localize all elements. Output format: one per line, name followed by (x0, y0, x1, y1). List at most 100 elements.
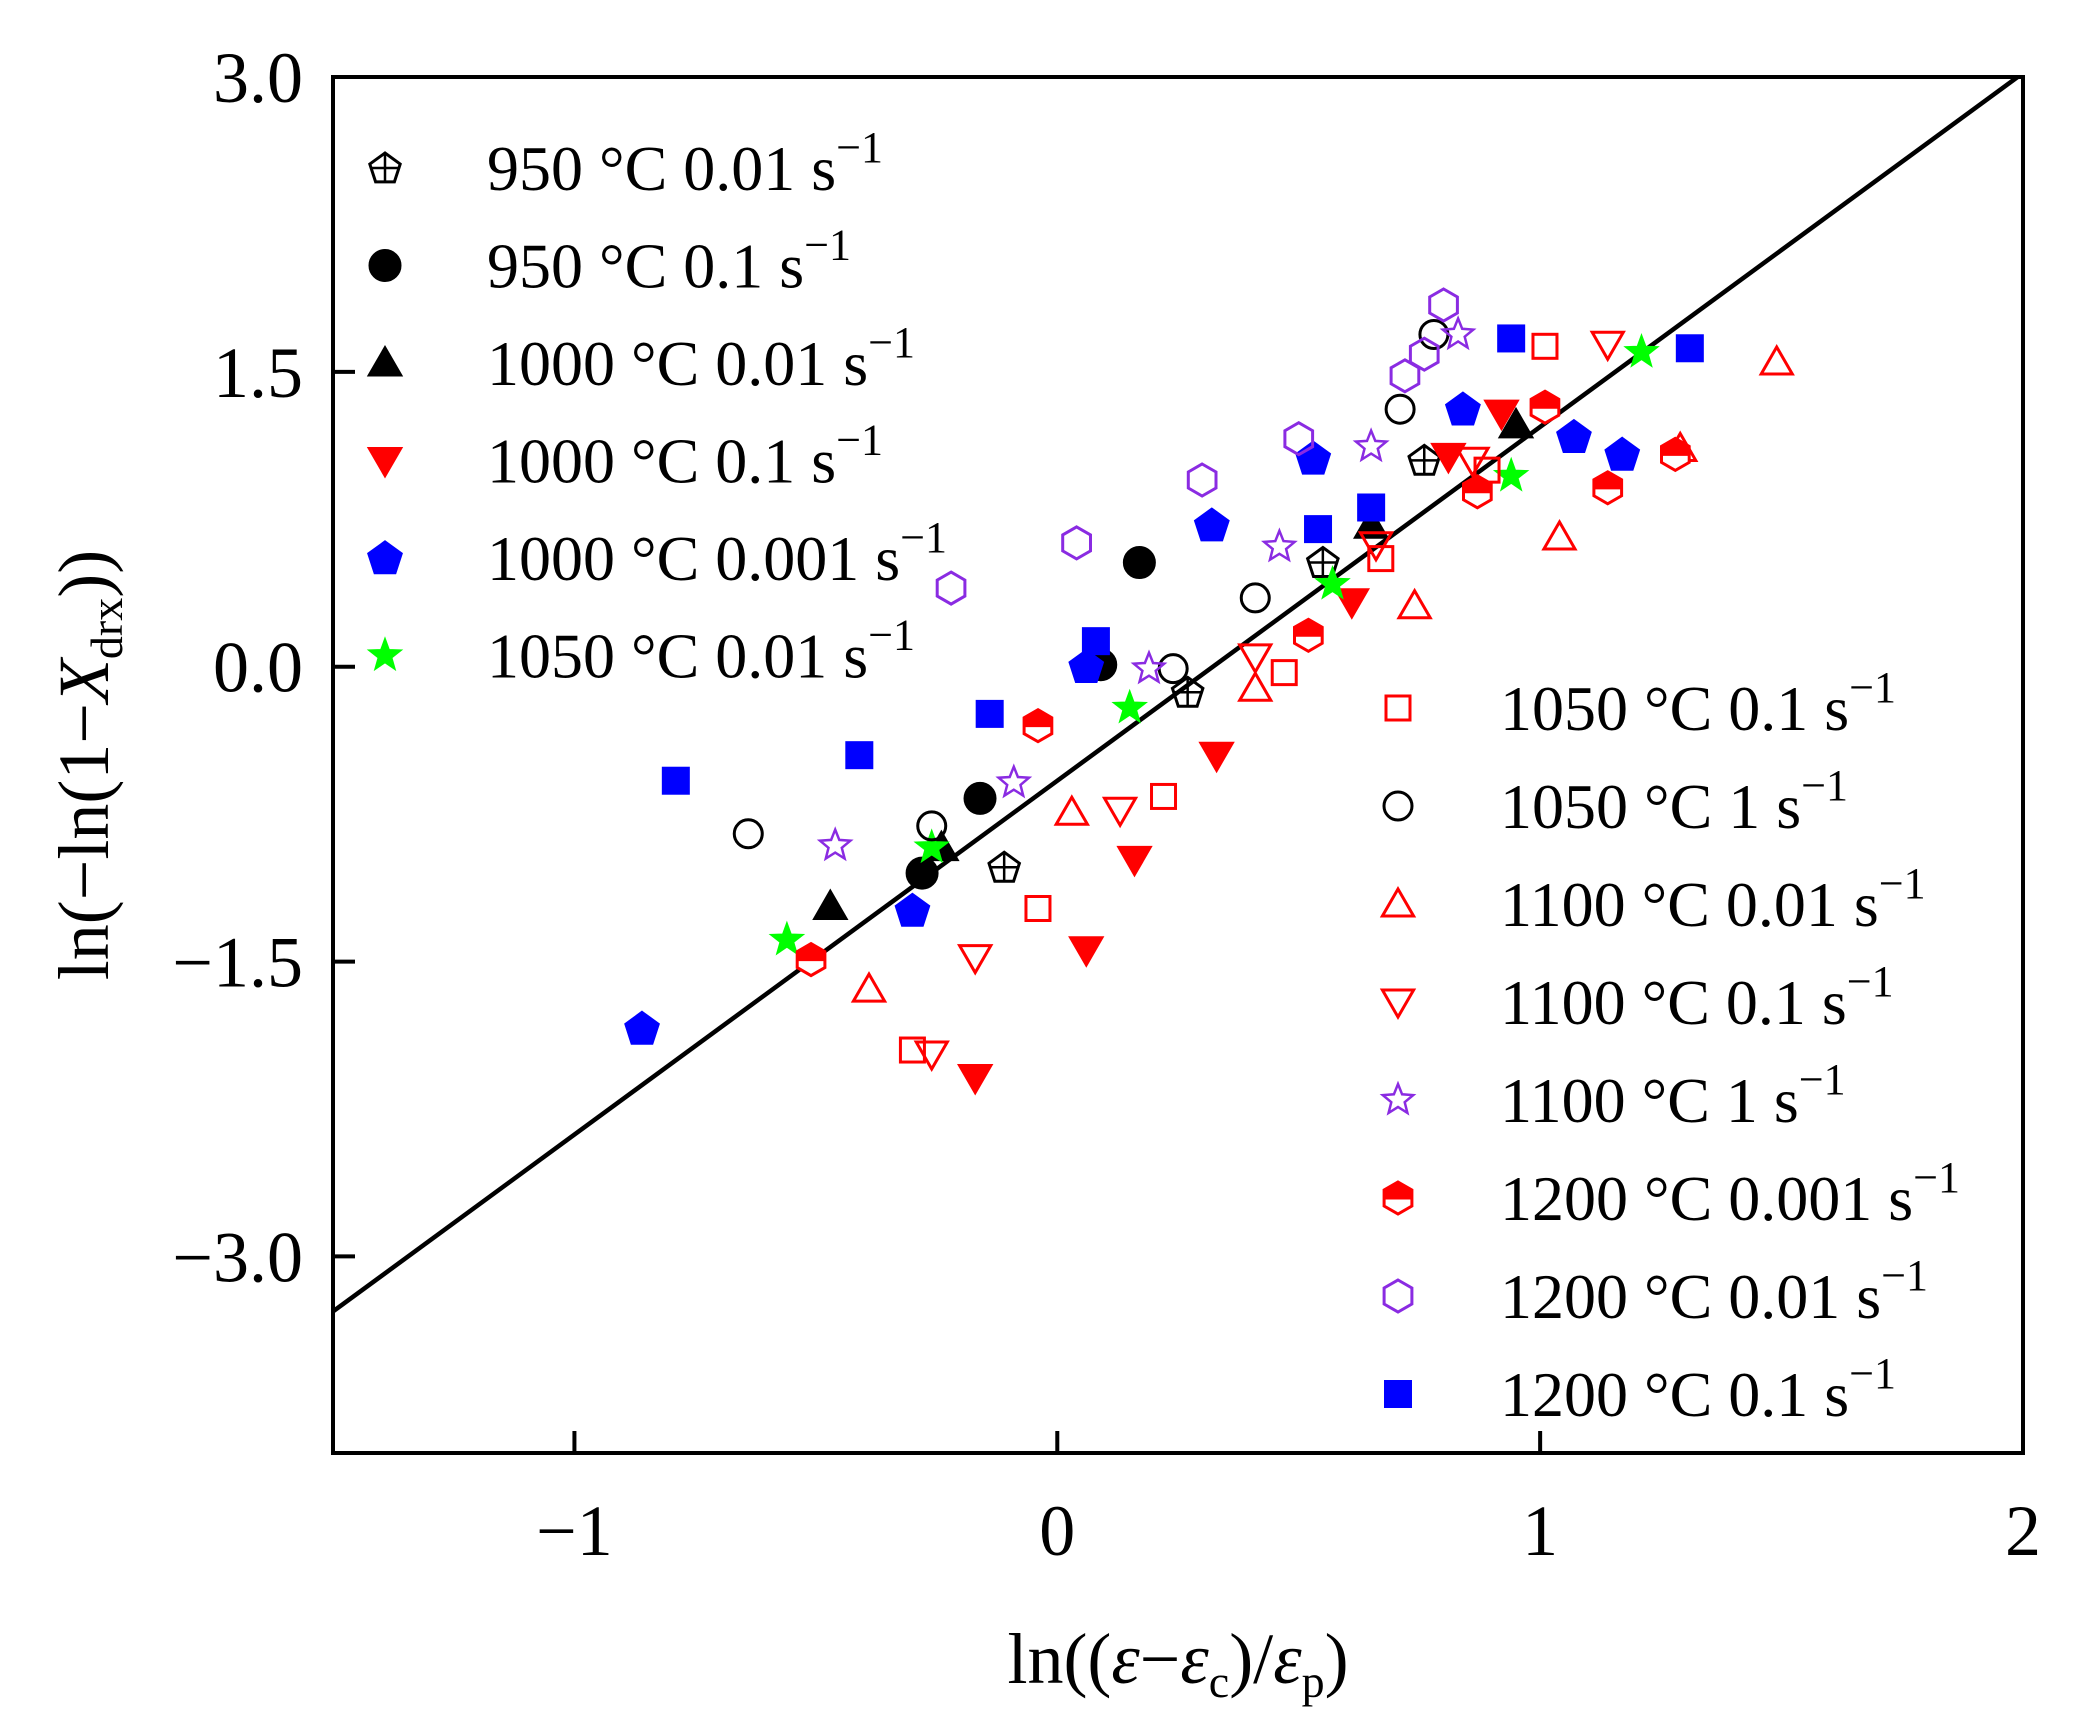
data-point (1068, 936, 1105, 968)
data-point (1408, 336, 1440, 372)
data-point (1239, 582, 1271, 614)
legend-label: 1050 °C 0.1 s−1 (1500, 663, 1896, 744)
legend-marker (1382, 1180, 1414, 1216)
legend-marker (1384, 1380, 1412, 1408)
data-point (1497, 406, 1535, 439)
data-point (975, 699, 1004, 728)
legend-marker (1379, 1080, 1417, 1116)
legend-item: 1200 °C 0.001 s−1 (1382, 1153, 1960, 1234)
series-10 (816, 315, 1477, 862)
legend-item: 1000 °C 0.1 s−1 (366, 416, 883, 497)
legend-item: 1050 °C 0.1 s−1 (1384, 663, 1896, 744)
data-point (1305, 545, 1340, 578)
data-point (1116, 845, 1153, 878)
data-point (795, 941, 827, 978)
data-point (1357, 493, 1386, 522)
data-point (1081, 627, 1110, 656)
data-point (845, 741, 874, 770)
data-point (1357, 531, 1395, 563)
data-point (816, 826, 854, 862)
legend-marker (368, 151, 402, 184)
data-point (732, 818, 764, 850)
data-point (913, 1040, 950, 1073)
y-tick-label: −1.5 (172, 923, 303, 1003)
data-point (1293, 617, 1324, 654)
data-point (1430, 442, 1467, 475)
data-point (1529, 389, 1561, 425)
series-9 (913, 330, 1626, 1073)
legend-marker (1384, 694, 1412, 722)
legend-item: 1050 °C 1 s−1 (1382, 761, 1848, 842)
data-point (1589, 330, 1626, 363)
x-axis-ticks: −1 0 1 2 (536, 1431, 2041, 1571)
data-point (898, 1036, 926, 1064)
legend-label: 1050 °C 0.01 s−1 (487, 611, 915, 692)
data-point (995, 763, 1033, 799)
data-point (1462, 474, 1493, 510)
legend-label: 1100 °C 0.1 s−1 (1500, 957, 1894, 1038)
data-point (1592, 470, 1624, 506)
data-point (1157, 653, 1189, 685)
data-point (1111, 688, 1148, 724)
data-point (812, 888, 849, 920)
legend-label: 1200 °C 0.1 s−1 (1500, 1349, 1896, 1430)
data-point (1122, 546, 1156, 580)
data-point (661, 766, 690, 795)
data-point (957, 1064, 994, 1096)
data-point (1022, 707, 1054, 744)
data-point (1384, 393, 1416, 425)
legend: 950 °C 0.01 s−1 950 °C 0.1 s−1 1000 °C 0.0… (366, 123, 1960, 1430)
series-12 (935, 287, 1459, 606)
y-tick-label: 0.0 (213, 628, 303, 708)
data-point (1283, 420, 1315, 457)
legend-item: 1100 °C 1 s−1 (1379, 1055, 1846, 1136)
x-tick-label: 2 (2005, 1491, 2041, 1571)
data-point (1623, 333, 1660, 368)
legend-marker (368, 249, 402, 282)
data-point (1660, 436, 1691, 473)
legend-label: 950 °C 0.01 s−1 (487, 123, 883, 204)
legend-label: 1050 °C 1 s−1 (1500, 761, 1848, 842)
data-point (1061, 525, 1092, 561)
legend-label: 1000 °C 0.1 s−1 (487, 416, 883, 497)
series-5 (768, 333, 1660, 956)
data-point (1193, 507, 1230, 542)
data-point (1483, 399, 1520, 432)
series-11 (795, 389, 1691, 978)
y-tick-label: 1.5 (213, 333, 303, 413)
y-axis-title: ln(−ln(1−Xdrx)) (44, 550, 132, 980)
series-13 (661, 324, 1704, 795)
legend-marker (367, 540, 403, 575)
legend-item: 950 °C 0.01 s−1 (368, 123, 883, 204)
data-point (1604, 436, 1641, 471)
legend-marker (1379, 988, 1417, 1020)
legend-marker (1382, 1278, 1414, 1314)
data-point (1270, 659, 1298, 687)
legend-label: 1200 °C 0.001 s−1 (1500, 1153, 1960, 1234)
data-point (1428, 287, 1459, 323)
data-point (1367, 545, 1395, 573)
legend-item: 1200 °C 0.1 s−1 (1384, 1349, 1896, 1430)
series-3 (957, 399, 1520, 1096)
x-tick-label: 1 (1522, 1491, 1558, 1571)
data-point (1237, 670, 1274, 702)
data-point (1150, 782, 1178, 810)
legend-marker (1379, 886, 1417, 918)
legend-marker (366, 345, 404, 377)
data-point (1439, 315, 1477, 351)
data-point (1198, 741, 1235, 774)
data-point (1101, 796, 1139, 829)
data-point (1541, 518, 1578, 551)
data-point (1556, 418, 1592, 453)
legend-marker (1382, 790, 1414, 822)
data-point (1053, 794, 1090, 826)
legend-label: 1000 °C 0.01 s−1 (487, 318, 915, 399)
data-point (1444, 391, 1481, 426)
data-point (1675, 334, 1704, 363)
legend-item: 1000 °C 0.01 s−1 (366, 318, 915, 399)
x-tick-label: −1 (536, 1491, 613, 1571)
legend-item: 1100 °C 0.1 s−1 (1379, 957, 1894, 1038)
legend-label: 1000 °C 0.001 s−1 (487, 513, 947, 594)
data-point (1353, 507, 1390, 539)
